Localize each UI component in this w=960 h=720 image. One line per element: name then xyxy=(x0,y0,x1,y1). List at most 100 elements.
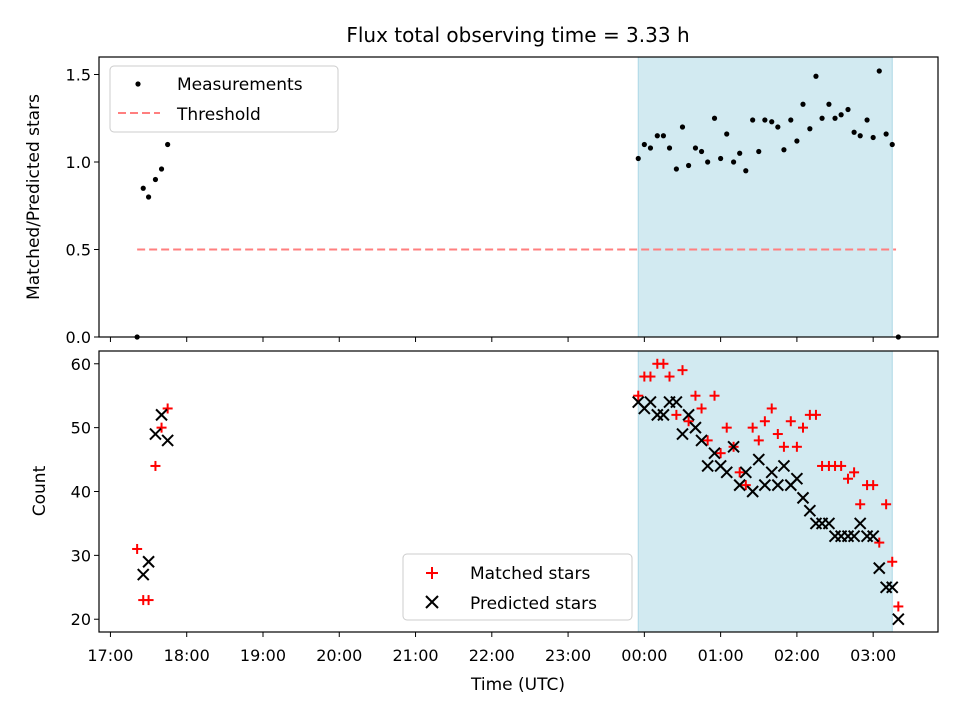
matched-star-marker xyxy=(855,499,866,510)
x-tick-label: 23:00 xyxy=(545,646,591,665)
measurement-point xyxy=(794,138,800,144)
measurement-point xyxy=(654,133,660,139)
matched-star-marker xyxy=(677,365,688,376)
measurement-point xyxy=(140,185,146,191)
y-tick-label: 60 xyxy=(71,355,91,374)
measurement-point xyxy=(769,119,775,125)
predicted-star-marker xyxy=(790,472,804,485)
measurement-point xyxy=(845,106,851,113)
matched-star-marker xyxy=(690,390,701,401)
matched-star-marker xyxy=(671,409,682,420)
x-tick-label: 19:00 xyxy=(240,646,286,665)
matched-star-marker xyxy=(715,448,726,459)
y-tick-label: 20 xyxy=(71,610,91,629)
matched-star-marker xyxy=(759,416,770,427)
measurement-point xyxy=(158,166,165,172)
counts-observing-window-shading xyxy=(637,350,893,633)
measurement-point xyxy=(819,115,825,121)
matched-star-marker xyxy=(836,460,847,471)
predicted-star-marker xyxy=(695,434,708,447)
measurement-point xyxy=(889,141,895,148)
predicted-star-marker xyxy=(137,568,150,581)
measurement-point xyxy=(165,141,171,148)
matched-star-marker xyxy=(740,480,751,491)
predicted-star-marker xyxy=(155,408,168,422)
y-tick-label: 30 xyxy=(71,546,91,565)
predicted-star-marker xyxy=(739,466,752,479)
measurement-point xyxy=(730,159,737,165)
x-tick-label: 01:00 xyxy=(698,646,744,665)
ratio-axes-frame xyxy=(98,56,939,338)
matched-star-marker xyxy=(664,371,675,382)
matched-star-marker xyxy=(162,403,173,414)
measurement-points xyxy=(134,68,901,340)
counts-legend-box xyxy=(402,553,633,621)
measurement-point xyxy=(838,112,844,118)
ratio-legend: Measurements Threshold xyxy=(109,65,339,133)
measurement-point xyxy=(737,150,743,156)
matched-star-marker xyxy=(633,390,644,401)
ratio-y-ticks: 0.0 0.5 1.0 1.5 xyxy=(66,66,99,347)
ratio-legend-box xyxy=(109,65,339,133)
legend-threshold-label: Threshold xyxy=(176,105,261,125)
matched-star-marker xyxy=(747,422,758,433)
x-tick-label: 21:00 xyxy=(392,646,438,665)
y-tick-label: 40 xyxy=(71,483,91,502)
legend-measurements-label: Measurements xyxy=(177,75,303,95)
y-tick-label: 50 xyxy=(71,419,91,438)
matched-star-marker xyxy=(868,480,879,491)
counts-y-axis-label: Count xyxy=(30,465,50,516)
legend-matched-label: Matched stars xyxy=(470,564,590,584)
matched-star-marker xyxy=(766,403,777,414)
legend-matched-marker xyxy=(426,567,438,579)
measurement-point xyxy=(679,124,686,130)
predicted-star-marker xyxy=(866,529,880,543)
predicted-star-marker xyxy=(689,421,702,434)
matched-star-marker xyxy=(778,441,789,452)
matched-star-marker xyxy=(893,601,904,612)
measurement-point xyxy=(876,68,882,74)
predicted-star-marker xyxy=(746,485,759,498)
observing-window-band xyxy=(637,350,893,633)
matched-star-marker xyxy=(810,409,821,420)
measurement-point xyxy=(145,194,152,200)
measurement-point xyxy=(635,155,641,162)
matched-star-marker xyxy=(683,416,694,427)
predicted-star-marker xyxy=(803,504,817,517)
predicted-star-marker xyxy=(892,613,905,626)
predicted-star-marker xyxy=(886,581,899,594)
measurement-point xyxy=(698,148,705,155)
matched-star-marker xyxy=(797,422,808,433)
counts-y-ticks: 20 30 40 50 60 xyxy=(71,355,99,629)
measurement-point xyxy=(807,126,813,132)
x-axis-label: Time (UTC) xyxy=(470,675,565,695)
predicted-star-marker xyxy=(142,555,155,568)
measurement-point xyxy=(800,101,806,107)
measurement-point xyxy=(813,73,819,79)
ratio-panel: 0.0 0.5 1.0 1.5 Matched/Predicted stars Mea… xyxy=(24,56,939,347)
predicted-star-marker xyxy=(873,561,886,575)
predicted-star-marker xyxy=(847,529,861,543)
matched-star-marker xyxy=(721,422,732,433)
measurement-point xyxy=(724,131,730,137)
matched-star-marker xyxy=(849,467,860,478)
y-tick-label: 1.5 xyxy=(66,66,91,85)
measurement-point xyxy=(666,145,673,151)
matched-star-marker xyxy=(842,473,853,484)
x-tick-label: 00:00 xyxy=(621,646,667,665)
matched-star-marker xyxy=(772,429,783,440)
y-tick-label: 0.0 xyxy=(66,328,91,347)
measurement-point xyxy=(685,162,692,169)
measurement-point xyxy=(781,147,787,153)
predicted-star-marker xyxy=(777,459,791,473)
chart-title: Flux total observing time = 3.33 h xyxy=(346,23,689,47)
matched-star-marker xyxy=(150,460,161,471)
measurement-point xyxy=(832,115,838,121)
measurement-point xyxy=(718,155,724,162)
y-tick-label: 1.0 xyxy=(66,153,91,172)
predicted-star-marker xyxy=(644,395,657,409)
measurement-point xyxy=(775,124,781,130)
matched-star-marker xyxy=(696,403,707,414)
measurement-point xyxy=(762,117,768,123)
counts-legend: Matched stars Predicted stars xyxy=(402,553,633,621)
